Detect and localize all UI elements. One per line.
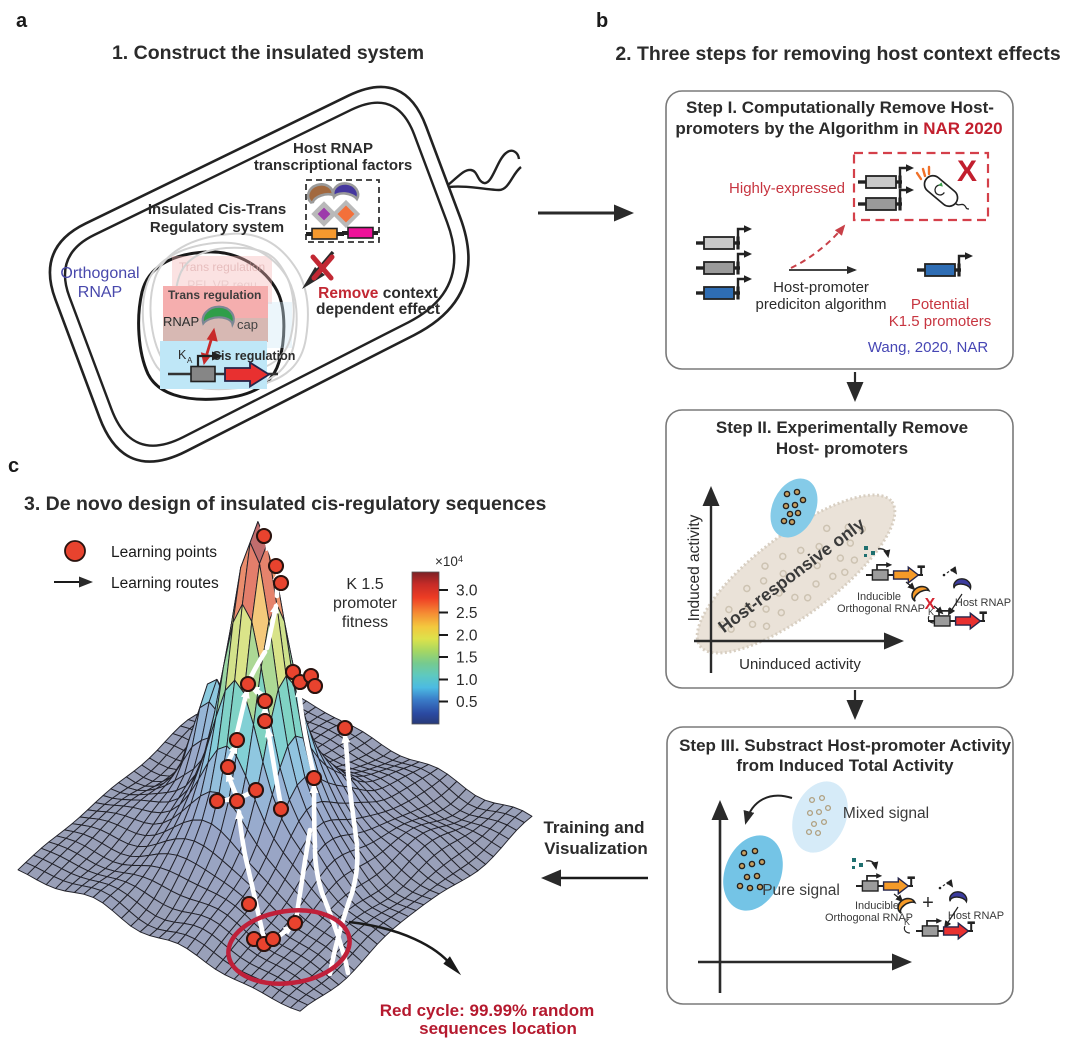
svg-text:Step I. Computationally Remove: Step I. Computationally Remove Host- — [686, 98, 994, 117]
svg-text:2.5: 2.5 — [456, 605, 478, 622]
svg-text:Pure signal: Pure signal — [762, 882, 840, 899]
svg-text:Trans regulation: Trans regulation — [168, 288, 261, 302]
svg-text:Trans regulation: Trans regulation — [179, 260, 265, 274]
svg-text:transcriptional factors: transcriptional factors — [254, 157, 412, 174]
svg-text:1.5: 1.5 — [456, 650, 478, 667]
svg-text:Regulatory system: Regulatory system — [150, 219, 284, 236]
svg-text:RNAP: RNAP — [78, 284, 122, 301]
svg-text:a: a — [16, 10, 28, 32]
svg-text:Learning points: Learning points — [111, 544, 217, 561]
svg-text:K: K — [928, 607, 934, 617]
svg-text:Inducible: Inducible — [857, 591, 901, 603]
svg-text:b: b — [596, 10, 608, 32]
svg-text:Insulated Cis-Trans: Insulated Cis-Trans — [148, 201, 286, 218]
svg-text:Uninduced activity: Uninduced activity — [739, 656, 861, 673]
svg-text:X: X — [925, 596, 936, 613]
svg-text:c: c — [8, 455, 19, 477]
svg-text:Red cycle: 99.99% random: Red cycle: 99.99% random — [380, 1001, 594, 1020]
svg-text:Wang, 2020, NAR: Wang, 2020, NAR — [868, 339, 989, 356]
svg-text:Training and: Training and — [543, 818, 644, 837]
svg-text:Potential: Potential — [911, 296, 969, 313]
svg-text:Induced activity: Induced activity — [686, 514, 703, 621]
svg-text:Step II. Experimentally Remove: Step II. Experimentally Remove — [716, 418, 968, 437]
svg-text:Remove context: Remove context — [318, 285, 438, 302]
svg-text:×104: ×104 — [435, 554, 463, 569]
svg-text:Mixed signal: Mixed signal — [843, 805, 929, 822]
svg-text:Learning routes: Learning routes — [111, 575, 219, 592]
svg-text:promoters by the Algorithm in: promoters by the Algorithm in NAR 2020 — [675, 119, 1002, 138]
svg-text:Host RNAP: Host RNAP — [948, 910, 1004, 922]
svg-text:K: K — [178, 348, 187, 362]
svg-text:Host RNAP: Host RNAP — [293, 140, 373, 157]
svg-text:Orthogonal RNAP: Orthogonal RNAP — [825, 912, 913, 924]
svg-text:0.5: 0.5 — [456, 694, 478, 711]
svg-text:dependent effect: dependent effect — [316, 301, 440, 318]
svg-text:+: + — [922, 892, 934, 914]
svg-text:K1.5 promoters: K1.5 promoters — [889, 313, 992, 330]
svg-text:Orthogonal RNAP: Orthogonal RNAP — [837, 603, 925, 615]
svg-text:Host RNAP: Host RNAP — [955, 597, 1011, 609]
svg-text:promoter: promoter — [333, 595, 398, 612]
svg-text:sequences location: sequences location — [419, 1019, 577, 1038]
svg-text:1. Construct the insulated sys: 1. Construct the insulated system — [112, 42, 424, 64]
svg-text:3.0: 3.0 — [456, 583, 478, 600]
svg-text:K: K — [904, 917, 910, 927]
svg-text:Step III. Substract Host-promo: Step III. Substract Host-promoter Activi… — [679, 736, 1011, 755]
svg-text:Orthogonal: Orthogonal — [60, 265, 139, 282]
svg-text:Cis regulation: Cis regulation — [212, 349, 295, 363]
svg-text:2.0: 2.0 — [456, 628, 478, 645]
svg-text:cap: cap — [237, 317, 258, 332]
svg-text:A: A — [187, 356, 193, 365]
svg-text:from Induced Total Activity: from Induced Total Activity — [736, 756, 954, 775]
svg-text:Visualization: Visualization — [544, 839, 648, 858]
svg-text:Host-promoter: Host-promoter — [773, 279, 869, 296]
svg-text:1.0: 1.0 — [456, 672, 478, 689]
svg-text:Host- promoters: Host- promoters — [776, 439, 908, 458]
svg-text:3. De novo design of insulated: 3. De novo design of insulated cis-regul… — [24, 493, 546, 515]
svg-text:Highly-expressed: Highly-expressed — [729, 180, 845, 197]
svg-text:K 1.5: K 1.5 — [346, 576, 383, 593]
svg-text:RNAP: RNAP — [163, 314, 199, 329]
svg-text:fitness: fitness — [342, 614, 388, 631]
svg-text:X: X — [957, 155, 977, 188]
svg-text:2. Three steps for removing ho: 2. Three steps for removing host context… — [615, 43, 1061, 65]
svg-text:prediciton algorithm: prediciton algorithm — [756, 296, 887, 313]
svg-text:Inducible: Inducible — [855, 900, 899, 912]
